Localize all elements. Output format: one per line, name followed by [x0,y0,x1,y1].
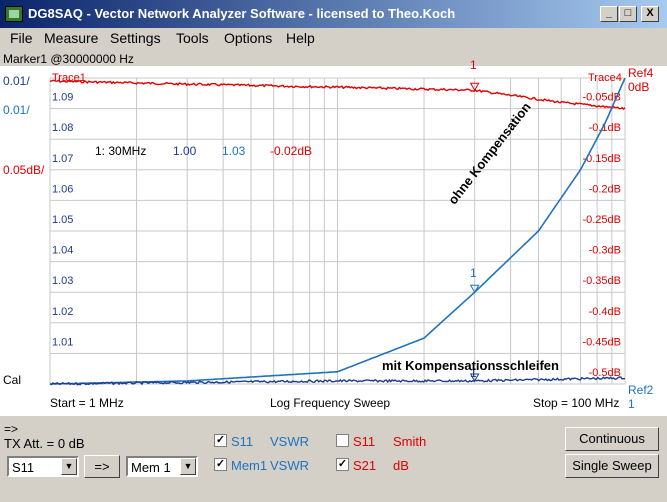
chevron-down-icon[interactable]: ▼ [61,458,77,475]
cal-label: Cal [3,373,22,387]
checkbox-s11-vswr[interactable]: ✓ [214,434,227,447]
right-tick-label: -0.15dB [582,153,621,165]
left-tick-label: 1.09 [52,92,73,104]
annotation-mit-kompensation: mit Kompensationsschleifen [382,358,559,373]
s21-db-label: dB [393,458,409,473]
right-tick-label: -0.1dB [589,122,621,134]
menu-file[interactable]: File [10,30,33,46]
ref-bottom-value: 1 [628,397,635,411]
left-tick-label: 1.01 [52,336,73,348]
window-title: DG8SAQ - Vector Network Analyzer Softwar… [28,6,456,21]
left-tick-label: 1.05 [52,214,73,226]
memory-select[interactable]: Mem 1 ▼ [126,456,198,477]
memory-select-value: Mem 1 [131,460,171,475]
checkbox-s21-db[interactable]: ✓ [336,458,349,471]
s21-label: S21 [353,458,377,473]
left-tick-label: 1.04 [52,245,73,257]
menu-options[interactable]: Options [224,30,273,46]
left-tick-label: 1.03 [52,275,73,287]
marker-frequency-label: Marker1 @30000000 Hz [3,52,134,66]
marker-1-s21 [469,82,480,92]
param-select-value: S11 [12,460,35,475]
marker-1-mem1 [469,373,480,382]
control-panel: => TX Att. = 0 dB S11 ▼ => Mem 1 ▼ ✓ S11… [0,416,667,502]
ref-bottom-label: Ref2 [628,383,654,397]
left-tick-label: 1.08 [52,122,73,134]
start-frequency-label: Start = 1 MHz [50,396,124,410]
marker-readout-s21: -0.02dB [270,144,313,158]
left-scale-3: 0.05dB/ [3,163,45,177]
left-scale-2: 0.01/ [3,103,30,117]
mem1-label: Mem1 [231,458,268,473]
s21-db-trace [49,79,626,110]
single-sweep-button[interactable]: Single Sweep [565,454,659,478]
ref-top-value: 0dB [628,80,650,94]
menu-help[interactable]: Help [286,30,315,46]
plot-area[interactable]: 1.09 1.08 1.07 1.06 1.05 1.04 1.03 1.02 1.01 -0.0… [0,58,667,416]
s11-smith-name: S11 [353,434,376,449]
left-tick-label: 1.06 [52,183,73,195]
sweep-mode-label: Log Frequency Sweep [270,396,391,410]
trace-right-label: Trace4 [588,72,622,84]
close-button[interactable]: X [641,6,659,22]
panel-arrow-label: => [4,422,19,436]
menu-measure[interactable]: Measure [44,30,99,46]
right-tick-label: -0.45dB [582,336,621,348]
right-tick-label: -0.35dB [582,275,621,287]
left-tick-label: 1.07 [52,153,73,165]
s11-smith-label: Smith [393,434,427,449]
trace-left-label: Trace1 [52,72,86,84]
checkbox-s11-smith[interactable] [336,434,349,447]
menu-settings[interactable]: Settings [110,30,161,46]
right-tick-label: -0.4dB [589,306,621,318]
right-tick-label: -0.3dB [589,245,621,257]
title-bar: DG8SAQ - Vector Network Analyzer Softwar… [0,0,667,28]
menu-tools[interactable]: Tools [176,30,209,46]
right-tick-label: -0.05dB [582,92,621,104]
right-tick-label: -0.5dB [589,367,621,379]
mem1-vswr-trace [49,376,626,386]
plot-markers [469,82,480,382]
marker-readout-mem1: 1.00 [173,144,197,158]
transfer-to-memory-button[interactable]: => [84,455,120,478]
vna-chart: 1.09 1.08 1.07 1.06 1.05 1.04 1.03 1.02 1.01 -0.0… [49,77,626,386]
plot-grid: 1.09 1.08 1.07 1.06 1.05 1.04 1.03 1.02 1.01 -0.0… [49,77,626,385]
marker-1-s11 [469,284,480,294]
stop-frequency-label: Stop = 100 MHz [533,396,620,410]
marker-bottom-number: 1 [470,366,477,380]
marker-readout-frequency: 1: 30MHz [95,144,147,158]
right-tick-label: -0.25dB [582,214,621,226]
param-select[interactable]: S11 ▼ [7,456,79,477]
mem1-vswr-label: VSWR [270,458,309,473]
minimize-button[interactable]: _ [600,6,618,22]
ref-top-label: Ref4 [628,66,654,80]
maximize-button[interactable]: □ [619,6,637,22]
s11-label: S11 [231,434,254,449]
right-tick-label: -0.2dB [589,183,621,195]
plot-series [49,77,626,386]
checkbox-mem1-vswr[interactable]: ✓ [214,458,227,471]
marker-readout-s11: 1.03 [222,144,246,158]
chevron-down-icon[interactable]: ▼ [180,458,196,475]
s11-vswr-label: VSWR [270,434,309,449]
continuous-sweep-button[interactable]: Continuous [565,427,659,451]
left-tick-label: 1.02 [52,306,73,318]
left-scale-1: 0.01/ [3,74,30,88]
marker-top-number: 1 [470,58,477,72]
marker-mid-number: 1 [470,266,477,280]
tx-attenuation-label: TX Att. = 0 dB [4,436,85,451]
app-icon[interactable] [5,6,23,22]
menu-bar: File Measure Settings Tools Options Help [0,28,667,48]
